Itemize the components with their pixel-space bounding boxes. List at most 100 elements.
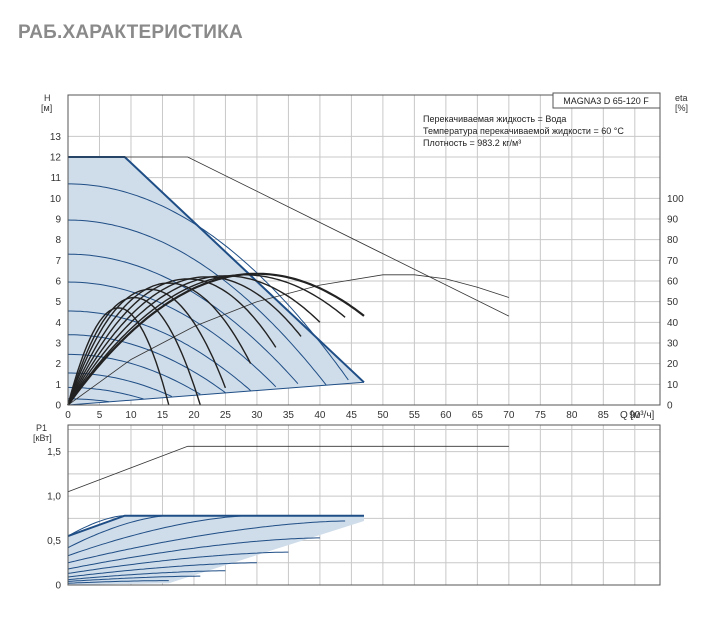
power-curve bbox=[67, 580, 169, 584]
speed-curve bbox=[68, 310, 251, 391]
efficiency-curve bbox=[67, 272, 365, 406]
x-tick-label: 90 bbox=[629, 410, 641, 421]
head-chart-panel: 0 5 10 15 20 25 30 35 40 45 50 55 60 65 70 75 80 85 900123… bbox=[41, 92, 688, 421]
x-tick-label: 0 bbox=[65, 410, 71, 421]
max-power-curve bbox=[67, 514, 364, 538]
x-tick-label: 80 bbox=[566, 410, 578, 421]
power-curve bbox=[67, 575, 201, 582]
y-tick-label: 4 bbox=[55, 318, 61, 329]
info-line-temperature: Температура перекачиваемой жидкости = 60… bbox=[423, 126, 624, 136]
x-tick-label: 40 bbox=[314, 410, 326, 421]
p1-tick-label: 0 bbox=[55, 581, 61, 592]
efficiency-curve bbox=[67, 282, 252, 406]
speed-curve bbox=[68, 372, 173, 398]
speed-curve bbox=[67, 253, 299, 385]
p1-tick-label: 0,5 bbox=[47, 536, 61, 547]
y2-tick-label: 10 bbox=[667, 380, 679, 391]
x-axis-label: Q [м³/ч] bbox=[620, 410, 655, 421]
y-tick-label: 6 bbox=[55, 277, 61, 288]
power-curve bbox=[67, 562, 257, 578]
y-tick-label: 11 bbox=[51, 173, 62, 184]
max-head-line bbox=[68, 156, 510, 317]
x-tick-label: 35 bbox=[283, 410, 295, 421]
power-curve bbox=[67, 520, 346, 564]
power-curve bbox=[67, 515, 125, 537]
head-chart-frame bbox=[67, 94, 661, 406]
y2-tick-label: 100 bbox=[667, 194, 684, 205]
efficiency-curve bbox=[67, 307, 170, 406]
y2-tick-label: 90 bbox=[667, 215, 679, 226]
power-chart-panel: 0 0,5 1,0 1,5 P1 [кВт] bbox=[33, 423, 661, 592]
efficiency-curve bbox=[67, 274, 346, 406]
info-line-density: Плотность = 983.2 кг/м³ bbox=[423, 138, 521, 148]
x-tick-label: 60 bbox=[440, 410, 452, 421]
page-title: РАБ.ХАРАКТЕРИСТИКА bbox=[18, 22, 243, 43]
y-axis-unit-h: [м] bbox=[41, 103, 52, 113]
power-curve bbox=[67, 551, 289, 574]
head-chart-series bbox=[67, 156, 510, 406]
head-chart-ticks: 0 5 10 15 20 25 30 35 40 45 50 55 60 65 70 75 80 85 900123… bbox=[50, 132, 684, 421]
y-tick-label: 3 bbox=[55, 339, 61, 350]
x-tick-label: 25 bbox=[220, 410, 232, 421]
x-tick-label: 75 bbox=[535, 410, 547, 421]
power-curve bbox=[67, 515, 169, 549]
y-axis-unit-p1: [кВт] bbox=[33, 433, 52, 443]
y-tick-label: 7 bbox=[55, 256, 61, 267]
x-tick-label: 55 bbox=[409, 410, 421, 421]
y-tick-label: 13 bbox=[50, 132, 62, 143]
speed-curve bbox=[67, 281, 277, 388]
y-axis-label-h: H bbox=[44, 93, 51, 103]
p1-tick-label: 1,5 bbox=[47, 447, 61, 458]
efficiency-curve bbox=[67, 278, 277, 406]
y2-tick-label: 40 bbox=[667, 318, 679, 329]
speed-curve bbox=[68, 398, 109, 403]
speed-curve bbox=[68, 183, 349, 381]
y2-tick-label: 50 bbox=[667, 297, 679, 308]
x-tick-label: 5 bbox=[97, 410, 103, 421]
y-tick-label: 5 bbox=[55, 297, 61, 308]
y-tick-label: 12 bbox=[50, 153, 62, 164]
efficiency-curve bbox=[67, 275, 321, 406]
x-tick-label: 65 bbox=[472, 410, 484, 421]
power-curve bbox=[67, 515, 251, 557]
max-efficiency-curve bbox=[67, 274, 510, 406]
y2-tick-label: 80 bbox=[667, 235, 679, 246]
model-label-box bbox=[552, 92, 661, 109]
y-tick-label: 10 bbox=[50, 194, 62, 205]
power-chart-series bbox=[67, 445, 509, 585]
p1-tick-label: 1,0 bbox=[47, 492, 61, 503]
x-tick-label: 15 bbox=[157, 410, 169, 421]
efficiency-curve bbox=[67, 296, 201, 406]
y2-tick-label: 20 bbox=[667, 359, 679, 370]
x-tick-label: 85 bbox=[598, 410, 610, 421]
y2-axis-label-eta: eta bbox=[675, 93, 688, 103]
y-tick-label: 0 bbox=[55, 401, 61, 412]
envelope-lower-line bbox=[67, 381, 365, 406]
y-axis-label-p1: P1 bbox=[36, 423, 47, 433]
x-tick-label: 45 bbox=[346, 410, 358, 421]
efficiency-curve bbox=[67, 288, 227, 406]
x-tick-label: 70 bbox=[503, 410, 515, 421]
x-tick-label: 20 bbox=[188, 410, 200, 421]
y2-tick-label: 60 bbox=[667, 277, 679, 288]
power-curve bbox=[67, 570, 226, 581]
speed-curve bbox=[67, 219, 327, 386]
speed-curve bbox=[68, 353, 201, 395]
y2-axis-unit-eta: [%] bbox=[675, 103, 688, 113]
y2-tick-label: 70 bbox=[667, 256, 679, 267]
y2-tick-label: 0 bbox=[667, 401, 673, 412]
y-tick-label: 2 bbox=[55, 359, 61, 370]
x-tick-label: 30 bbox=[251, 410, 263, 421]
x-tick-label: 50 bbox=[377, 410, 389, 421]
y-tick-label: 1 bbox=[55, 380, 61, 391]
efficiency-curve bbox=[67, 276, 302, 406]
x-tick-label: 10 bbox=[125, 410, 137, 421]
power-chart-frame bbox=[67, 424, 661, 586]
model-label: MAGNA3 D 65-120 F bbox=[563, 96, 649, 106]
y-tick-label: 9 bbox=[55, 215, 61, 226]
power-chart-ticks: 0 0,5 1,0 1,5 bbox=[47, 447, 61, 591]
y-tick-label: 8 bbox=[55, 235, 61, 246]
y2-tick-label: 30 bbox=[667, 339, 679, 350]
info-line-fluid: Перекачиваемая жидкость = Вода bbox=[423, 114, 566, 124]
